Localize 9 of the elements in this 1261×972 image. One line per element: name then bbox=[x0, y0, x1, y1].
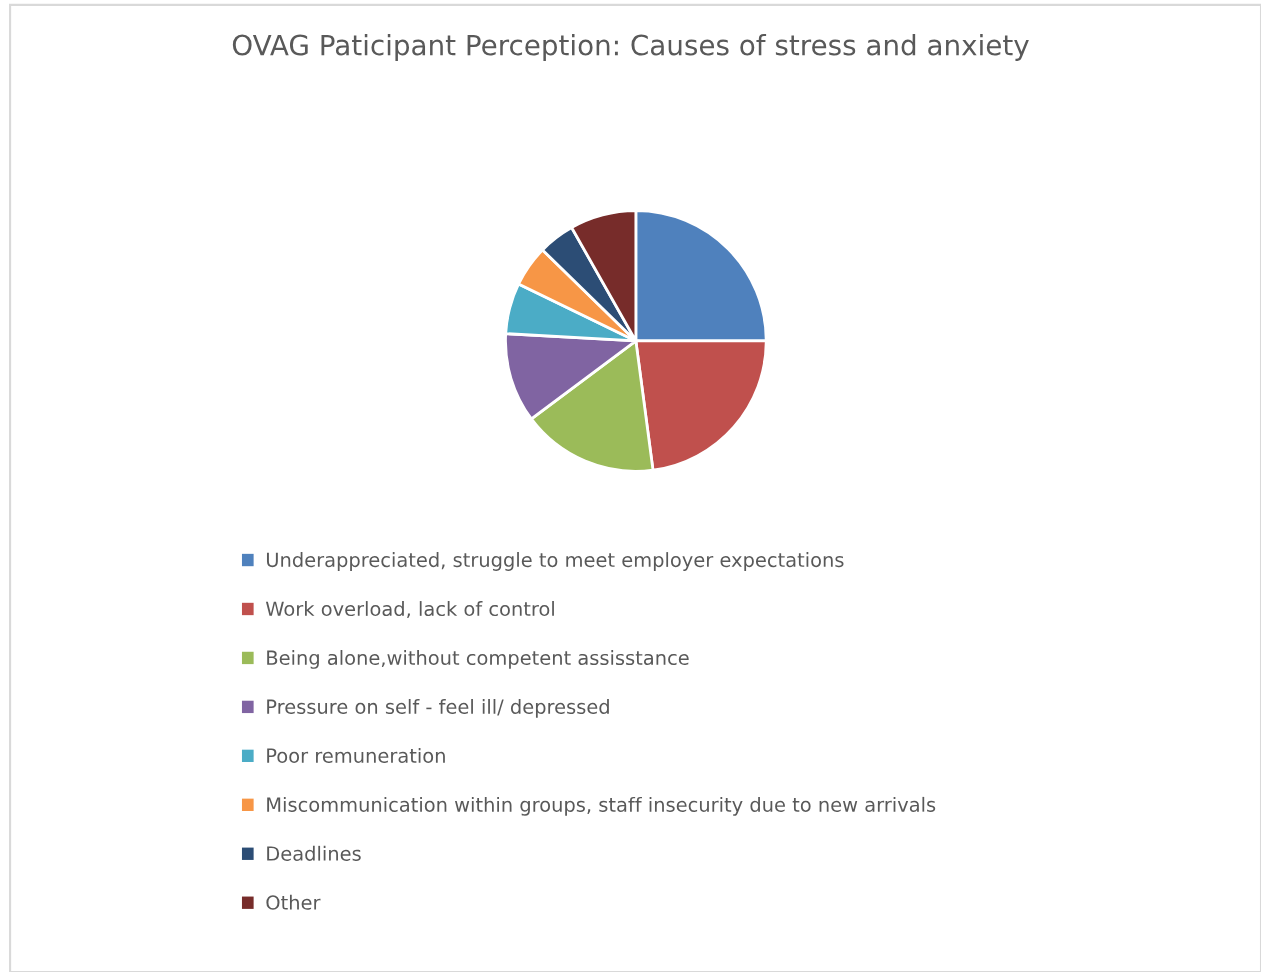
chart-title: OVAG Paticipant Perception: Causes of stress and anxiety bbox=[232, 34, 1029, 61]
legend-label: Underappreciated, struggle to meet employer expectations bbox=[266, 552, 844, 571]
legend-label: Deadlines bbox=[267, 845, 361, 861]
legend-label: Being alone,without competent assisstance bbox=[267, 650, 689, 669]
legend-label: Poor remuneration bbox=[267, 747, 445, 763]
legend-label: Miscommunication within groups, staff insecurity due to new arrivals bbox=[267, 796, 936, 816]
legend-label: Pressure on self - feel ill/ depressed bbox=[267, 698, 609, 718]
legend-label: Work overload, lack of control bbox=[265, 601, 554, 619]
legend-label: Other bbox=[266, 894, 321, 910]
